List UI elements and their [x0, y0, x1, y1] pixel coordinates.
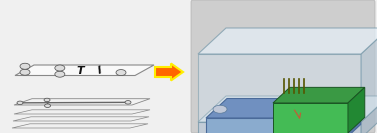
Polygon shape	[12, 124, 148, 128]
FancyArrow shape	[155, 63, 183, 80]
Polygon shape	[348, 87, 365, 133]
FancyBboxPatch shape	[191, 0, 375, 133]
Ellipse shape	[44, 98, 50, 102]
Ellipse shape	[55, 65, 65, 71]
Polygon shape	[13, 117, 149, 121]
Ellipse shape	[20, 69, 30, 75]
Polygon shape	[361, 28, 377, 122]
Ellipse shape	[55, 71, 65, 77]
Text: T: T	[76, 66, 84, 76]
Polygon shape	[206, 118, 340, 133]
Text: I: I	[97, 65, 103, 76]
Ellipse shape	[323, 105, 337, 113]
Polygon shape	[361, 96, 377, 133]
Ellipse shape	[20, 63, 30, 69]
Polygon shape	[198, 96, 377, 122]
Polygon shape	[14, 110, 150, 114]
Polygon shape	[273, 103, 348, 133]
Polygon shape	[198, 28, 377, 54]
Ellipse shape	[116, 70, 126, 76]
Polygon shape	[340, 99, 361, 133]
Polygon shape	[273, 87, 365, 103]
Ellipse shape	[125, 101, 131, 104]
Ellipse shape	[213, 105, 227, 113]
Ellipse shape	[44, 104, 51, 107]
Polygon shape	[206, 99, 361, 118]
Polygon shape	[15, 65, 154, 76]
Polygon shape	[198, 122, 361, 133]
Polygon shape	[14, 99, 150, 105]
Polygon shape	[198, 54, 361, 122]
Ellipse shape	[17, 101, 23, 105]
